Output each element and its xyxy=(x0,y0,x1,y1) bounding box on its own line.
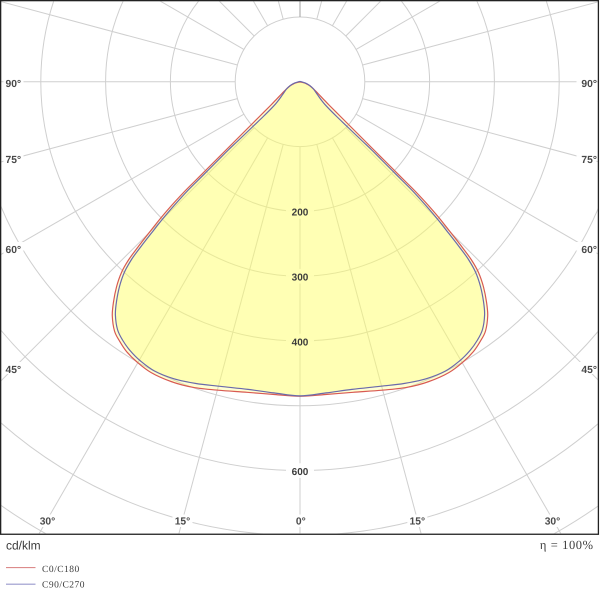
svg-text:200: 200 xyxy=(292,208,309,219)
svg-text:15°: 15° xyxy=(410,517,426,528)
svg-text:90°: 90° xyxy=(581,79,597,90)
svg-text:60°: 60° xyxy=(6,245,22,256)
svg-text:45°: 45° xyxy=(6,365,22,376)
svg-text:η = 100%: η = 100% xyxy=(540,538,594,552)
svg-text:90°: 90° xyxy=(6,79,22,90)
svg-text:0°: 0° xyxy=(296,517,306,528)
svg-text:300: 300 xyxy=(292,273,309,284)
svg-text:cd/klm: cd/klm xyxy=(6,538,41,552)
svg-text:75°: 75° xyxy=(6,155,22,166)
svg-text:C90/C270: C90/C270 xyxy=(42,581,85,591)
svg-text:45°: 45° xyxy=(581,365,597,376)
svg-text:30°: 30° xyxy=(545,517,561,528)
svg-text:60°: 60° xyxy=(581,245,597,256)
svg-text:30°: 30° xyxy=(40,517,56,528)
svg-text:75°: 75° xyxy=(581,155,597,166)
svg-text:400: 400 xyxy=(292,337,309,348)
svg-text:C0/C180: C0/C180 xyxy=(42,565,80,575)
svg-text:15°: 15° xyxy=(175,517,191,528)
svg-text:600: 600 xyxy=(292,467,309,478)
